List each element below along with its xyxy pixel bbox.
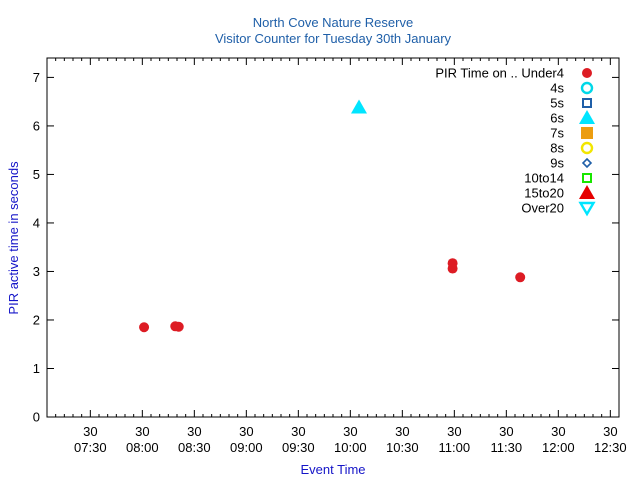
legend-label: 5s [550, 96, 564, 111]
data-point-6s [351, 99, 367, 114]
x-tick-label-day: 30 [135, 424, 149, 439]
x-tick-label-day: 30 [395, 424, 409, 439]
legend: PIR Time on .. Under44s5s6s7s8s9s10to141… [435, 66, 596, 217]
x-tick-label-time: 08:30 [178, 440, 211, 455]
legend-marker-15to20 [579, 185, 595, 199]
y-tick-label: 5 [33, 167, 40, 182]
data-points [139, 99, 526, 333]
y-tick-label: 0 [33, 410, 40, 425]
legend-marker-over20 [578, 201, 596, 217]
y-axis-ticks: 0 1 2 3 4 5 6 7 [33, 70, 619, 425]
x-tick-label-time: 09:00 [230, 440, 263, 455]
legend-label: 4s [550, 81, 564, 96]
legend-marker-10to14 [582, 173, 592, 183]
x-tick-label-time: 08:00 [126, 440, 159, 455]
legend-label: 7s [550, 126, 564, 141]
x-tick-label-time: 11:30 [491, 440, 523, 455]
x-minor-ticks [46, 58, 620, 417]
x-tick-label-day: 30 [551, 424, 565, 439]
chart-subtitle: Visitor Counter for Tuesday 30th January [215, 31, 452, 46]
x-tick-label-time: 07:30 [74, 440, 107, 455]
x-tick-label-time: 09:30 [282, 440, 315, 455]
legend-marker-5s [582, 98, 592, 108]
x-tick-label-day: 30 [291, 424, 305, 439]
legend-marker-8s [580, 141, 594, 155]
x-tick-label-time: 11:00 [439, 440, 471, 455]
x-tick-label-time: 12:00 [542, 440, 575, 455]
y-tick-label: 7 [33, 70, 40, 85]
y-axis-label: PIR active time in seconds [6, 161, 21, 315]
y-tick-label: 1 [33, 361, 40, 376]
legend-marker-7s [581, 127, 593, 139]
y-tick-label: 6 [33, 118, 40, 133]
legend-label: 10to14 [524, 171, 564, 186]
data-point-under4 [447, 263, 458, 274]
y-tick-label: 2 [33, 312, 40, 327]
x-tick-label-day: 30 [239, 424, 253, 439]
legend-marker-under4 [582, 68, 592, 78]
legend-label: 8s [550, 141, 564, 156]
x-tick-label-day: 30 [83, 424, 97, 439]
y-tick-label: 4 [33, 215, 40, 230]
data-point-under4 [139, 322, 150, 333]
plot-area-border [46, 57, 620, 418]
x-axis-label: Event Time [300, 462, 365, 477]
x-tick-label-day: 30 [187, 424, 201, 439]
legend-label: PIR Time on .. Under4 [435, 66, 564, 81]
legend-marker-6s [579, 110, 595, 124]
legend-label: 9s [550, 156, 564, 171]
chart-title: North Cove Nature Reserve [253, 15, 413, 30]
data-point-under4 [515, 272, 526, 283]
legend-label: 6s [550, 111, 564, 126]
legend-label: Over20 [521, 201, 564, 216]
x-tick-label-time: 12:30 [594, 440, 627, 455]
y-tick-label: 3 [33, 264, 40, 279]
x-axis-ticks: 3007:303008:003008:303009:003009:303010:… [74, 58, 627, 455]
legend-marker-9s [581, 157, 593, 169]
x-tick-label-time: 10:30 [386, 440, 419, 455]
legend-marker-4s [580, 81, 594, 95]
legend-label: 15to20 [524, 186, 564, 201]
x-tick-label-day: 30 [603, 424, 617, 439]
x-tick-label-day: 30 [499, 424, 513, 439]
x-tick-label-day: 30 [447, 424, 461, 439]
x-tick-label-day: 30 [343, 424, 357, 439]
data-point-under4 [173, 321, 184, 332]
x-tick-label-time: 10:00 [334, 440, 367, 455]
